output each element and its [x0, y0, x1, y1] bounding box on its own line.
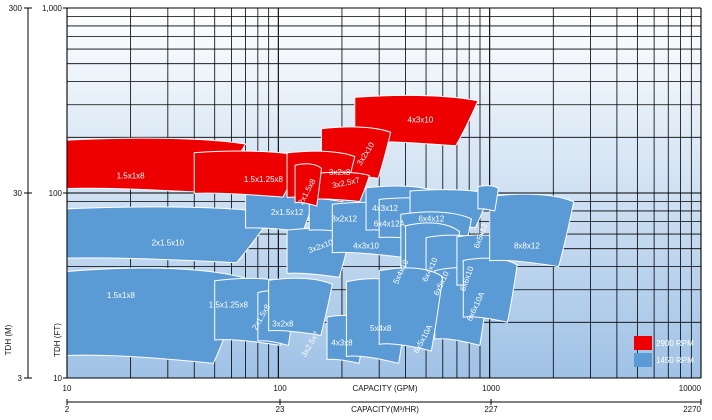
legend-label-1450: 1450 RPM: [656, 356, 694, 365]
curve-1450-2x1-5x10: [67, 207, 274, 263]
legend-swatch-1450: [634, 353, 652, 367]
y-tick-ft-100: 100: [49, 189, 63, 198]
curve-1450-6x5x12: [478, 186, 498, 211]
y-axis-title-m: TDH (M): [4, 324, 13, 355]
curve-1450-5x4x8: [379, 268, 443, 351]
curve-label-1450-3x2x12: 3x2x12: [331, 215, 357, 224]
curve-label-2900-1-5x1-25x8: 1.5x1.25x8: [244, 175, 284, 184]
x-tick-gpm-1000: 1000: [482, 384, 500, 393]
curve-label-2900-4x3x10: 4x3x10: [407, 116, 433, 125]
x-tick-m3hr-227: 227: [484, 405, 498, 414]
curve-label-1450-1-5x1-25x8: 1.5x1.25x8: [209, 301, 249, 310]
y-tick-m-3: 3: [18, 374, 23, 383]
curve-label-1450-2x1-5x10: 2x1.5x10: [152, 239, 185, 248]
y-axis-title-ft: TDH (FT): [53, 323, 62, 357]
curve-label-1450-6x4x12: 6x4x12: [418, 215, 444, 224]
x-tick-m3hr-2270: 2270: [683, 405, 701, 414]
x-tick-m3hr-23: 23: [276, 405, 285, 414]
y-tick-ft-1000: 1,000: [42, 4, 63, 13]
x-axis-title-m3hr: CAPACITY(M³/HR): [351, 405, 419, 414]
y-tick-m-30: 30: [13, 189, 22, 198]
x-axis-title-gpm: CAPACITY (GPM): [352, 384, 417, 393]
legend-label-2900: 2900 RPM: [656, 339, 694, 348]
x-tick-gpm-10000: 10000: [679, 384, 702, 393]
curve-label-2900-3x2x8: 3x2x8: [329, 168, 351, 177]
curve-label-1450-4x3x12: 4x3x12: [372, 204, 398, 213]
curve-label-1450-4x3x10: 4x3x10: [353, 242, 379, 251]
legend-swatch-2900: [634, 336, 652, 350]
curve-label-1450-8x8x12: 8x8x12: [514, 242, 540, 251]
x-tick-gpm-10: 10: [63, 384, 72, 393]
x-tick-gpm-100: 100: [273, 384, 287, 393]
curve-label-1450-4x3x8: 4x3x8: [331, 338, 353, 347]
x-tick-m3hr-2: 2: [65, 405, 70, 414]
y-tick-m-300: 300: [9, 4, 23, 13]
curve-label-1450-3x2x8: 3x2x8: [272, 319, 294, 328]
curve-label-1450-6x4x12a: 6x4x12A: [374, 219, 406, 228]
curve-1450-8x8x12: [490, 194, 574, 267]
curve-label-1450-1-5x1x8: 1.5x1x8: [107, 291, 136, 300]
y-tick-ft-10: 10: [53, 374, 62, 383]
curve-label-2900-1-5x1x8: 1.5x1x8: [117, 171, 146, 180]
curve-label-1450-5x4x8: 5x4x8: [370, 324, 392, 333]
curve-label-1450-2x1-5x12: 2x1.5x12: [271, 208, 304, 217]
